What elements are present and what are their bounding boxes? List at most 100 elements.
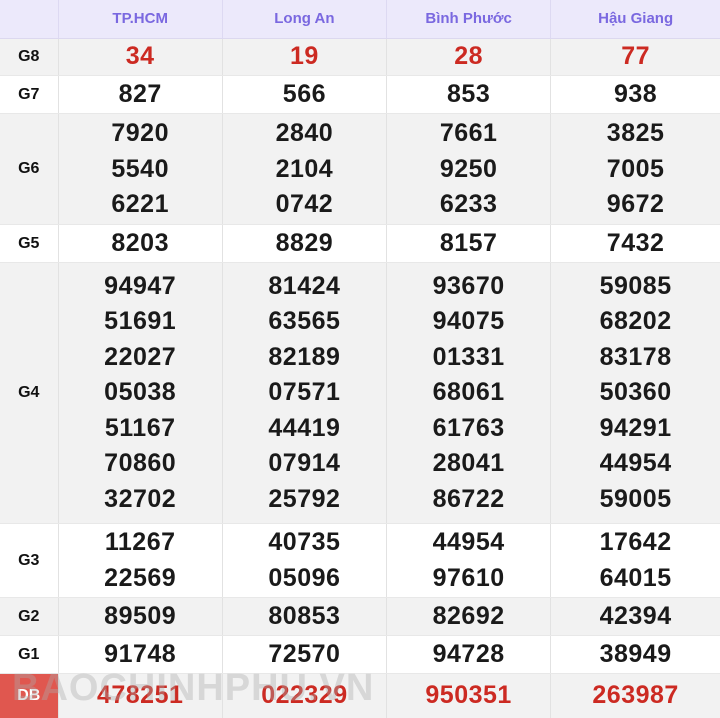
prize-number: 8203 [111, 228, 169, 257]
prize-number: 01331 [432, 342, 505, 371]
prize-number: 6221 [111, 190, 169, 218]
prize-number: 07914 [268, 449, 341, 478]
prize-label-db: DB [0, 673, 59, 718]
table-row-g4: G4 94947 51691 22027 05038 51167 70860 3… [0, 262, 720, 524]
table-row-g1: G1 91748 72570 94728 38949 [0, 635, 720, 675]
prize-number: 022329 [261, 681, 348, 710]
prize-number: 07571 [268, 378, 341, 407]
prize-number: 80853 [268, 602, 341, 631]
prize-number: 82189 [268, 342, 341, 371]
prize-number: 40735 [268, 528, 341, 556]
prize-number: 94728 [432, 640, 505, 669]
prize-number: 5540 [111, 154, 169, 183]
prize-number: 263987 [592, 681, 679, 710]
prize-cell-g4-tphcm: 94947 51691 22027 05038 51167 70860 3270… [58, 262, 223, 524]
prize-cell-g5-long-an: 8829 [222, 224, 388, 264]
prize-number: 28041 [432, 449, 505, 478]
prize-cell-g1-tphcm: 91748 [58, 635, 223, 675]
prize-number: 7005 [606, 154, 665, 183]
prize-cell-g5-hau-giang: 7432 [550, 224, 720, 264]
prize-cell-g3-long-an: 40735 05096 [222, 523, 388, 599]
prize-number: 11267 [104, 528, 176, 556]
prize-number: 64015 [599, 563, 672, 592]
prize-cell-g3-binh-phuoc: 44954 97610 [386, 523, 552, 599]
prize-number: 7661 [439, 119, 498, 147]
prize-number: 42394 [599, 602, 672, 631]
prize-cell-g1-long-an: 72570 [222, 635, 388, 675]
prize-number: 3825 [606, 119, 665, 147]
prize-number: 7432 [606, 228, 665, 257]
prize-cell-g4-long-an: 81424 63565 82189 07571 44419 07914 2579… [222, 262, 388, 524]
prize-number: 827 [118, 80, 162, 109]
prize-cell-db-hau-giang: 263987 [550, 673, 720, 718]
prize-cell-g2-tphcm: 89509 [58, 597, 223, 637]
prize-cell-g7-tphcm: 827 [58, 75, 223, 115]
prize-number: 77 [621, 42, 651, 71]
prize-number: 61763 [432, 413, 505, 442]
table-body: G8 34 19 28 77 G7 827 [0, 38, 720, 718]
prize-number: 97610 [432, 563, 505, 592]
prize-number: 32702 [104, 484, 177, 513]
prize-number: 22569 [104, 563, 177, 592]
prize-number: 566 [282, 80, 327, 109]
prize-label-g5: G5 [0, 224, 59, 264]
prize-number: 91748 [104, 640, 177, 669]
prize-number: 9672 [606, 190, 665, 218]
column-header-long-an[interactable]: Long An [222, 0, 388, 39]
prize-number: 81424 [268, 271, 341, 300]
prize-number: 68061 [432, 378, 505, 407]
prize-number: 59005 [599, 484, 672, 513]
prize-label-g3: G3 [0, 523, 59, 599]
prize-cell-g7-binh-phuoc: 853 [386, 75, 552, 115]
prize-cell-g6-hau-giang: 3825 7005 9672 [550, 113, 720, 226]
prize-cell-g8-hau-giang: 77 [550, 38, 720, 77]
prize-cell-g4-binh-phuoc: 93670 94075 01331 68061 61763 28041 8672… [386, 262, 552, 524]
prize-number: 89509 [104, 602, 177, 631]
column-header-tphcm[interactable]: TP.HCM [58, 0, 223, 39]
table-row-g3: G3 11267 22569 40735 05096 44954 [0, 523, 720, 599]
prize-cell-g2-long-an: 80853 [222, 597, 388, 637]
prize-cell-g1-hau-giang: 38949 [550, 635, 720, 675]
corner-header-cell [0, 0, 59, 39]
prize-label-g1: G1 [0, 635, 59, 675]
table-row-g5: G5 8203 8829 8157 7432 [0, 224, 720, 264]
prize-label-g7: G7 [0, 75, 59, 115]
prize-number: 9250 [439, 154, 498, 183]
prize-cell-g2-hau-giang: 42394 [550, 597, 720, 637]
prize-number: 6233 [439, 190, 498, 218]
prize-number: 44419 [268, 413, 341, 442]
prize-number: 2840 [275, 119, 334, 147]
prize-number: 950351 [425, 681, 512, 710]
prize-number: 0742 [275, 190, 334, 218]
prize-cell-db-tphcm: 478251 [58, 673, 223, 718]
prize-number: 7920 [111, 119, 169, 147]
prize-label-g8: G8 [0, 38, 59, 77]
prize-number: 25792 [268, 484, 341, 513]
table-header: TP.HCM Long An Bình Phước Hậu Giang [0, 0, 720, 39]
prize-number: 38949 [599, 640, 672, 669]
prize-number: 44954 [599, 449, 672, 478]
table-row-g7: G7 827 566 853 938 [0, 75, 720, 115]
prize-cell-g5-tphcm: 8203 [58, 224, 223, 264]
prize-number: 94075 [432, 307, 505, 336]
column-header-hau-giang[interactable]: Hậu Giang [550, 0, 720, 39]
prize-cell-g3-hau-giang: 17642 64015 [550, 523, 720, 599]
prize-label-g2: G2 [0, 597, 59, 637]
prize-cell-g3-tphcm: 11267 22569 [58, 523, 223, 599]
prize-number: 82692 [432, 602, 505, 631]
prize-number: 2104 [275, 154, 334, 183]
prize-number: 478251 [96, 681, 184, 710]
prize-label-g4: G4 [0, 262, 59, 524]
prize-cell-g8-binh-phuoc: 28 [386, 38, 552, 77]
prize-number: 93670 [432, 271, 505, 300]
column-header-binh-phuoc[interactable]: Bình Phước [386, 0, 552, 39]
prize-number: 94291 [599, 413, 672, 442]
prize-cell-g4-hau-giang: 59085 68202 83178 50360 94291 44954 5900… [550, 262, 720, 524]
prize-number: 86722 [432, 484, 505, 513]
prize-number: 72570 [268, 640, 341, 669]
prize-number: 853 [447, 80, 491, 109]
prize-cell-g6-tphcm: 7920 5540 6221 [58, 113, 223, 226]
prize-number: 05038 [104, 378, 177, 407]
